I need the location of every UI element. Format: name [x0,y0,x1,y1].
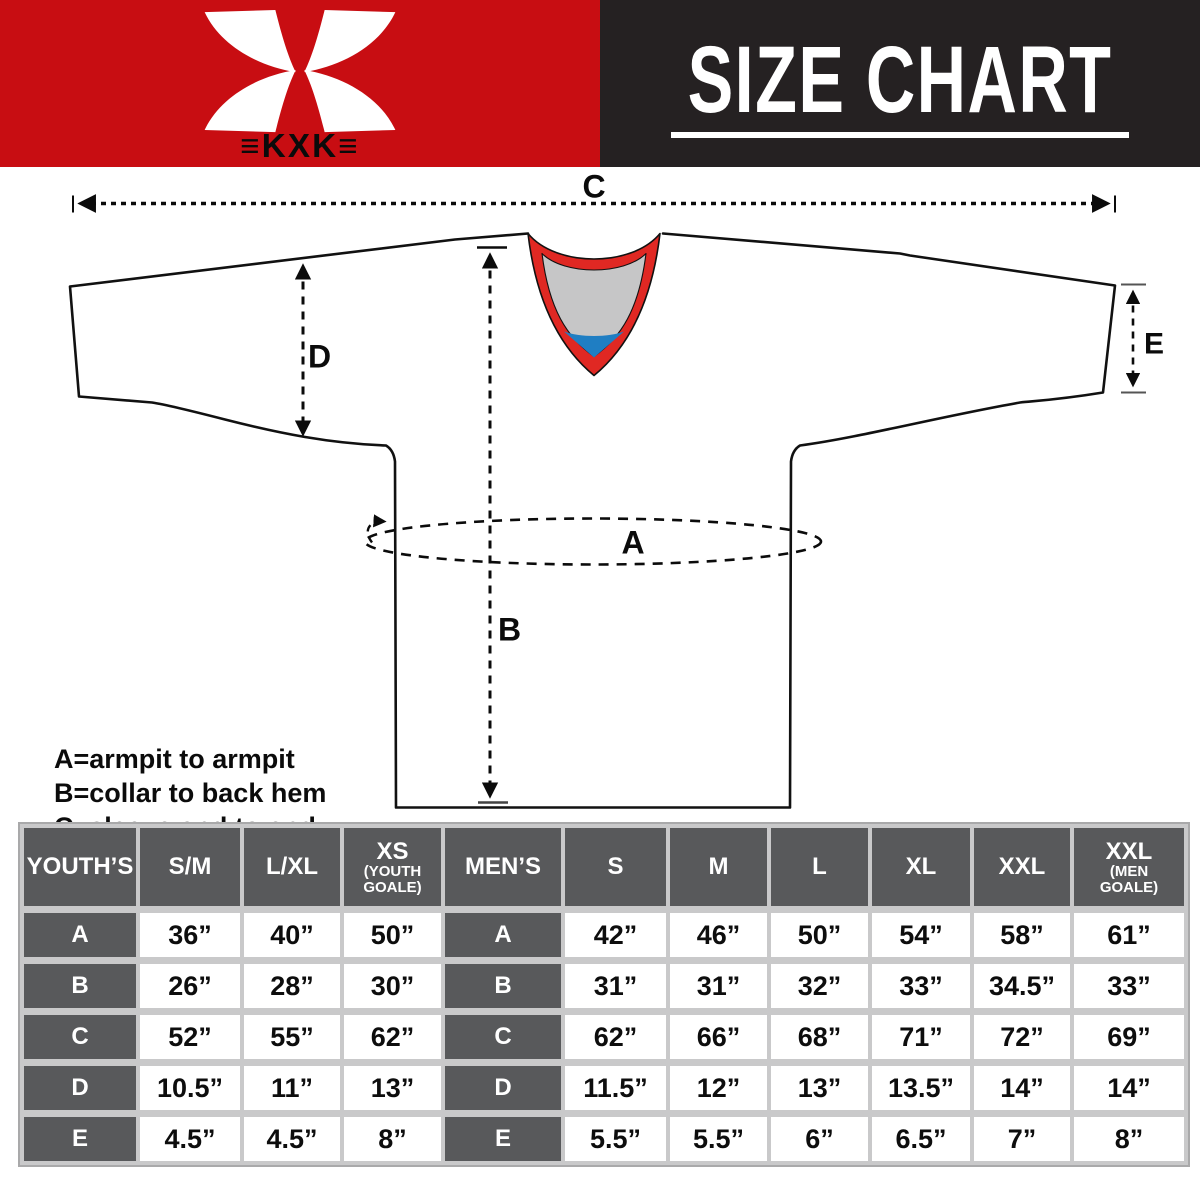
size-value-cell: 7” [974,1117,1070,1161]
size-value-cell: 8” [344,1117,441,1161]
row-label-cell: A [445,913,561,957]
size-value-cell: 4.5” [244,1117,340,1161]
c-label: C [582,169,605,205]
size-value-cell: 42” [565,913,666,957]
page-title: SIZE CHART [687,27,1113,133]
title-banner: SIZE CHART [600,0,1200,167]
size-value-cell: 13” [344,1066,441,1110]
row-label-cell: D [445,1066,561,1110]
header-cell-xxl-men-goalie: XXL (MEN GOALE) [1074,828,1184,906]
a-label: A [621,525,644,561]
size-value-cell: 58” [974,913,1070,957]
header-cell-lxl: L/XL [244,828,340,906]
page-header: ≡KXK≡ SIZE CHART [0,0,1200,167]
size-value-cell: 10.5” [140,1066,240,1110]
size-value-cell: 54” [872,913,970,957]
row-label-cell: C [445,1015,561,1059]
size-value-cell: 72” [974,1015,1070,1059]
size-value-cell: 68” [771,1015,868,1059]
a-girth-ellipse [363,517,823,566]
jersey-outline [68,232,1117,809]
row-label-cell: A [24,913,136,957]
size-value-cell: 33” [1074,964,1184,1008]
size-value-cell: 66” [670,1015,767,1059]
size-value-cell: 5.5” [670,1117,767,1161]
row-label-cell: D [24,1066,136,1110]
size-value-cell: 62” [344,1015,441,1059]
jersey-measurement-diagram: C D B E A A=armpit to armpit B=collar to… [0,166,1200,911]
size-value-cell: 71” [872,1015,970,1059]
size-value-cell: 36” [140,913,240,957]
size-value-cell: 50” [344,913,441,957]
size-value-cell: 40” [244,913,340,957]
size-value-cell: 13” [771,1066,868,1110]
title-underline [671,132,1129,138]
brand-banner: ≡KXK≡ [0,0,600,167]
size-value-cell: 12” [670,1066,767,1110]
size-value-cell: 26” [140,964,240,1008]
size-value-cell: 5.5” [565,1117,666,1161]
collar-insert [564,331,624,358]
header-cell-m: M [670,828,767,906]
logo-wordmark: ≡KXK≡ [240,128,360,160]
size-value-cell: 8” [1074,1117,1184,1161]
row-label-cell: C [24,1015,136,1059]
row-label-cell: B [445,964,561,1008]
size-value-cell: 31” [670,964,767,1008]
legend-line-a: A=armpit to armpit [54,744,295,774]
size-value-cell: 34.5” [974,964,1070,1008]
size-value-cell: 31” [565,964,666,1008]
header-cell-sm: S/M [140,828,240,906]
size-value-cell: 28” [244,964,340,1008]
row-label-cell: E [24,1117,136,1161]
header-cell-xs-youth-goalie: XS (YOUTH GOALE) [344,828,441,906]
row-label-cell: E [445,1117,561,1161]
size-value-cell: 52” [140,1015,240,1059]
size-value-cell: 6.5” [872,1117,970,1161]
size-value-cell: 11.5” [565,1066,666,1110]
size-value-cell: 14” [1074,1066,1184,1110]
size-value-cell: 14” [974,1066,1070,1110]
size-value-cell: 30” [344,964,441,1008]
size-value-cell: 61” [1074,913,1184,957]
size-value-cell: 62” [565,1015,666,1059]
header-cell-xxl: XXL [974,828,1070,906]
size-value-cell: 6” [771,1117,868,1161]
size-value-cell: 13.5” [872,1066,970,1110]
size-value-cell: 33” [872,964,970,1008]
kxk-logo-icon: ≡KXK≡ [204,10,396,160]
header-cell-s: S [565,828,666,906]
d-label: D [308,339,331,375]
size-value-cell: 11” [244,1066,340,1110]
size-value-cell: 69” [1074,1015,1184,1059]
a-arrow-curl [366,514,387,544]
e-label: E [1144,328,1164,361]
size-value-cell: 4.5” [140,1117,240,1161]
collar-inner [541,252,647,358]
header-cell-mens: MEN’S [445,828,561,906]
header-cell-youths: YOUTH’S [24,828,136,906]
size-table: YOUTH’S S/M L/XL XS (YOUTH GOALE) MEN’S … [18,822,1190,1167]
row-label-cell: B [24,964,136,1008]
jersey-diagram-svg: C D B E A [68,169,1164,809]
size-value-cell: 32” [771,964,868,1008]
header-cell-l: L [771,828,868,906]
size-value-cell: 50” [771,913,868,957]
size-value-cell: 55” [244,1015,340,1059]
b-label: B [498,612,521,648]
legend-line-b: B=collar to back hem [54,778,327,808]
header-cell-xl: XL [872,828,970,906]
size-value-cell: 46” [670,913,767,957]
